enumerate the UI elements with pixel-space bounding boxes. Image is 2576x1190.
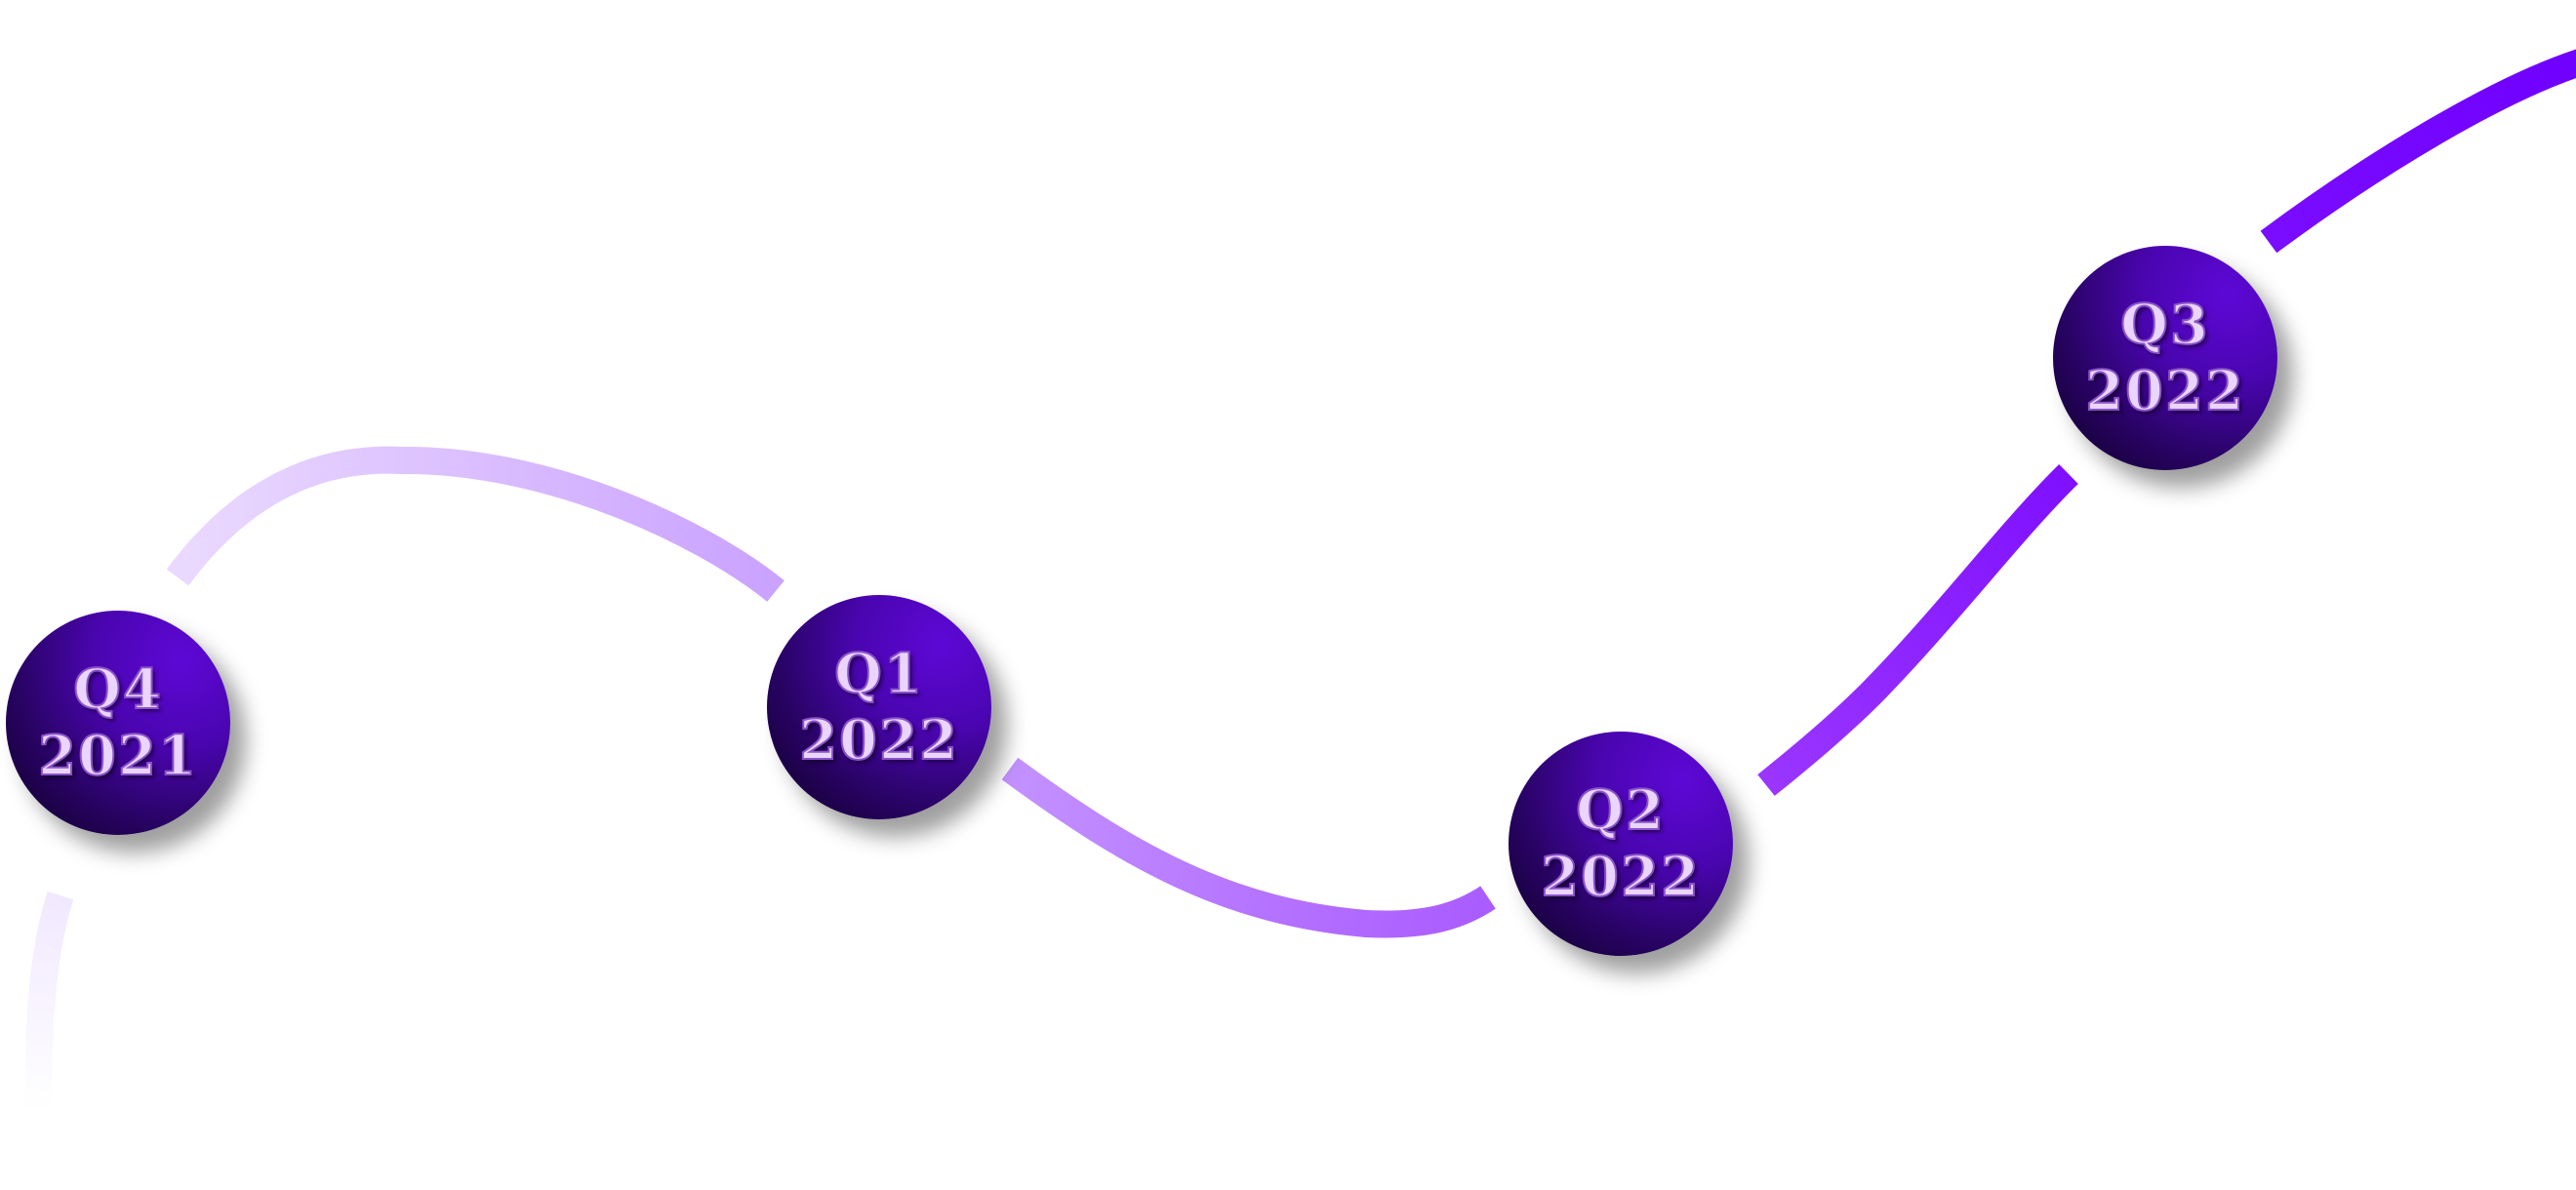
- milestone-q2-2022: Q2 2022: [1509, 732, 1733, 956]
- milestone-q1-2022: Q1 2022: [767, 595, 991, 819]
- milestone-q3-2022: Q3 2022: [2053, 246, 2277, 470]
- milestone-year-label: 2022: [2084, 358, 2245, 424]
- milestone-year-label: 2021: [37, 723, 198, 789]
- milestone-quarter-label: Q2: [1575, 777, 1666, 844]
- curve-segment-2: [1001, 757, 1496, 938]
- milestone-year-label: 2022: [798, 707, 959, 774]
- milestone-q4-2021: Q4 2021: [6, 611, 230, 835]
- milestone-quarter-label: Q3: [2119, 292, 2210, 358]
- curve-segment-0: [24, 891, 74, 1143]
- curve-segment-3: [1757, 464, 2078, 796]
- curve-segment-1: [166, 446, 785, 602]
- milestone-quarter-label: Q4: [72, 656, 163, 723]
- curve-segment-4: [2260, 49, 2576, 254]
- milestone-year-label: 2022: [1540, 844, 1701, 910]
- milestone-quarter-label: Q1: [833, 641, 924, 707]
